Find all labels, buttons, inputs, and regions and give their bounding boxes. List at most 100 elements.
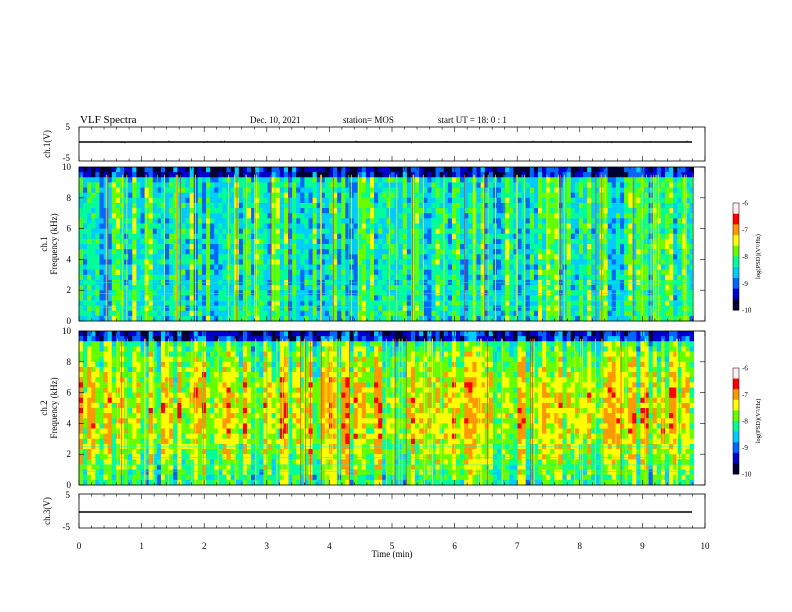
spectrogram-cell	[386, 233, 391, 240]
spectrogram-cell	[197, 182, 203, 188]
spectrogram-cell	[566, 310, 572, 317]
spectrogram-cell	[259, 208, 264, 214]
spectrogram-cell	[591, 167, 596, 173]
spectrogram-cell	[177, 310, 182, 317]
spectrogram-cell	[87, 341, 92, 347]
spectrogram-cell	[570, 300, 576, 306]
spectrogram-cell	[378, 310, 383, 317]
spectrogram-cell	[173, 223, 178, 229]
spectrogram-cell	[308, 233, 313, 240]
colorbar-swatch	[733, 256, 739, 260]
spectrogram-cell	[201, 295, 207, 301]
spectrogram-cell	[214, 172, 219, 178]
spectrogram-cell	[497, 192, 502, 199]
spectrogram-cell	[529, 197, 535, 204]
spectrogram-cell	[283, 310, 289, 317]
spectrogram-cell	[386, 290, 391, 296]
spectrogram-cell	[607, 177, 613, 183]
spectrogram-cell	[484, 274, 490, 281]
spectrogram-cell	[333, 295, 338, 301]
spectrogram-cell	[406, 177, 412, 183]
spectrogram-cell	[423, 269, 428, 276]
spectrogram-cell	[83, 418, 88, 424]
spectrogram-cell	[300, 167, 305, 173]
spectrogram-cell	[595, 244, 600, 250]
spectrogram-cell	[669, 177, 674, 183]
spectrogram-cell	[304, 295, 309, 301]
spectrogram-cell	[218, 254, 223, 260]
spectrogram-cell	[312, 300, 317, 306]
spectrogram-cell	[296, 208, 301, 214]
spectrogram-cell	[566, 192, 572, 199]
spectrogram-cell	[177, 233, 182, 240]
spectrogram-cell	[173, 249, 178, 255]
trace-noise	[686, 140, 688, 142]
spectrogram-cell	[361, 202, 367, 209]
spectrogram-cell	[497, 233, 502, 240]
spectrogram-cell	[357, 300, 363, 306]
spectrogram-cell	[300, 172, 305, 178]
spectrogram-cell	[83, 310, 88, 317]
spectrogram-cell	[365, 254, 371, 260]
spectrogram-cell	[619, 233, 625, 240]
spectrogram-cell	[165, 244, 170, 250]
spectrogram-cell	[501, 259, 506, 265]
spectrogram-cell	[673, 305, 678, 312]
spectrogram-cell	[439, 197, 445, 204]
spectrogram-cell	[566, 177, 572, 183]
spectrogram-cell	[369, 172, 375, 178]
spectrogram-cell	[660, 192, 666, 199]
spectrogram-cell	[386, 264, 391, 270]
spectrogram-cell	[312, 202, 317, 209]
spectrogram-cell	[107, 167, 113, 173]
spectrogram-cell	[595, 208, 600, 214]
spectrogram-cell	[357, 254, 363, 260]
spectrogram-cell	[320, 290, 326, 296]
spectrogram-cell	[677, 249, 682, 255]
spectrogram-cell	[87, 249, 92, 255]
spectrogram-cell	[386, 238, 391, 245]
spectrogram-cell	[542, 208, 547, 214]
spectrogram-cell	[419, 238, 424, 245]
spectrogram-cell	[283, 167, 289, 173]
spectrogram-cell	[107, 310, 113, 317]
spectrogram-cell	[169, 218, 174, 224]
spectrogram-cell	[320, 167, 326, 173]
spectrogram-cell	[156, 315, 162, 322]
spectrogram-cell	[533, 228, 539, 235]
spectrogram-cell	[238, 213, 244, 219]
spectrogram-cell	[173, 208, 178, 214]
spectrogram-cell	[513, 274, 518, 281]
spectrogram-cell	[255, 315, 260, 322]
spectrogram-cell	[341, 254, 346, 260]
spectrogram-cell	[611, 285, 617, 291]
spectrogram-cell	[406, 290, 412, 296]
spectrogram-cell	[628, 187, 633, 193]
spectrogram-cell	[378, 244, 383, 250]
spectrogram-cell	[308, 223, 313, 229]
spectrogram-cell	[640, 269, 645, 276]
spectrogram-cell	[111, 187, 117, 193]
spectrogram-cell	[308, 208, 313, 214]
spectrogram-cell	[136, 269, 141, 276]
spectrogram-cell	[210, 300, 215, 306]
spectrogram-cell	[189, 259, 195, 265]
spectrogram-cell	[365, 218, 371, 224]
spectrogram-cell	[308, 172, 313, 178]
spectrogram-cell	[91, 238, 96, 245]
spectrogram-cell	[435, 208, 440, 214]
spectrogram-cell	[374, 208, 379, 214]
spectrogram-cell	[197, 233, 203, 240]
spectrogram-cell	[382, 310, 387, 317]
spectrogram-cell	[464, 254, 469, 260]
spectrogram-cell	[513, 192, 518, 199]
spectrogram-cell	[402, 177, 408, 183]
spectrogram-cell	[619, 187, 625, 193]
spectrogram-cell	[283, 223, 289, 229]
spectrogram-cell	[201, 228, 207, 235]
spectrogram-cell	[624, 254, 629, 260]
spectrogram-cell	[210, 310, 215, 317]
spectrogram-cell	[152, 285, 158, 291]
spectrogram-cell	[451, 208, 457, 214]
spectrogram-cell	[136, 310, 141, 317]
